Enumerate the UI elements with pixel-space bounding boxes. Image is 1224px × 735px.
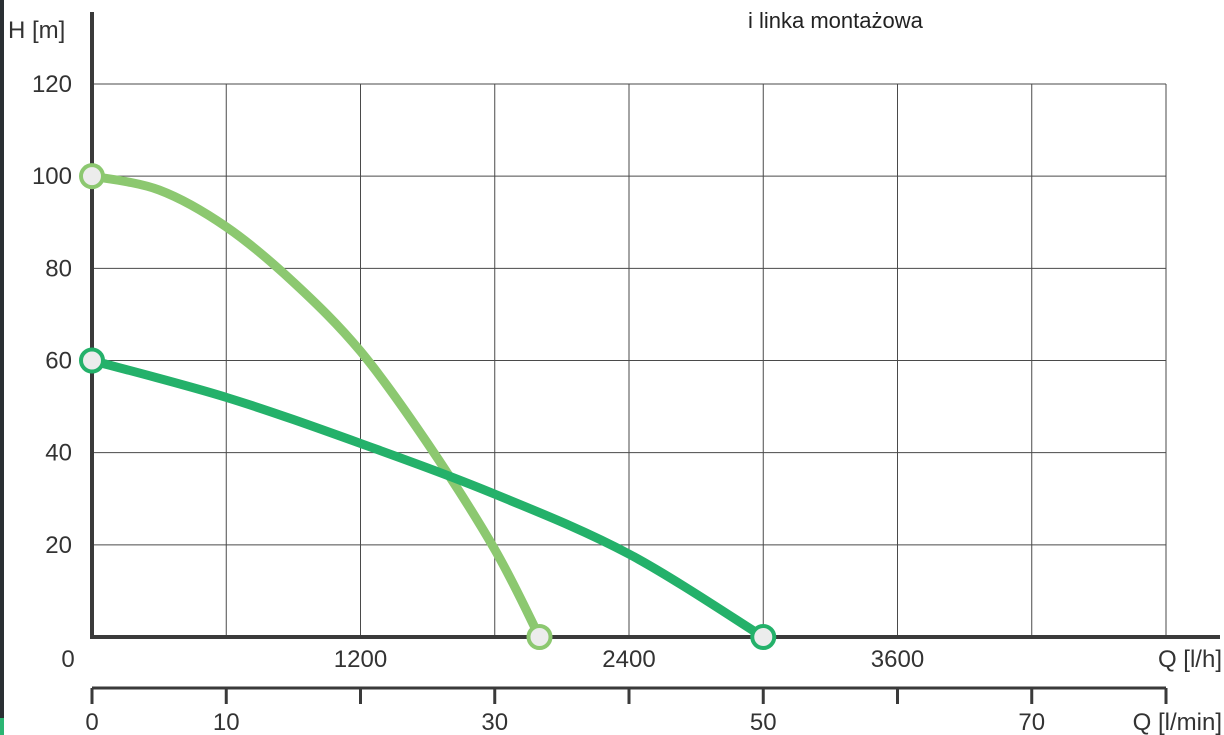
x-lph-tick-label: 3600 — [871, 646, 924, 673]
axes — [90, 12, 1220, 704]
x-lpm-tick-label: 70 — [1018, 709, 1045, 735]
x-lpm-tick-label: 0 — [85, 709, 98, 735]
y-tick-label: 20 — [45, 532, 72, 559]
x-axis-label-lph: Q [l/h] — [1158, 646, 1222, 673]
x-lph-tick-label: 2400 — [602, 646, 655, 673]
y-tick-label: 80 — [45, 255, 72, 282]
y-tick-label: 40 — [45, 440, 72, 467]
series-1-end-marker — [526, 624, 553, 650]
left-edge-accent — [0, 718, 4, 735]
y-tick-label: 60 — [45, 348, 72, 375]
series-line-1 — [87, 171, 544, 642]
chart-title: i linka montażowa — [748, 8, 924, 33]
left-edge-strip — [0, 0, 4, 735]
x-lpm-tick-label: 30 — [481, 709, 508, 735]
series-line-2 — [87, 356, 768, 642]
series-2-start-marker — [79, 347, 105, 374]
x-lph-tick-label: 0 — [61, 646, 74, 673]
x-lpm-tick-label: 50 — [750, 709, 777, 735]
y-axis-label: H [m] — [8, 17, 65, 44]
y-tick-label: 100 — [32, 163, 72, 190]
grid — [92, 83, 1167, 637]
x-lph-tick-label: 1200 — [334, 646, 387, 673]
series-2-end-marker — [750, 624, 777, 650]
labels: i linka montażowa H [m] Q [l/h] Q [l/min… — [8, 8, 1222, 735]
y-tick-label: 120 — [32, 71, 72, 98]
x-axis-label-lpm: Q [l/min] — [1133, 709, 1222, 735]
series-1-start-marker — [79, 163, 105, 190]
series — [79, 163, 777, 650]
x-lpm-tick-label: 10 — [213, 709, 240, 735]
